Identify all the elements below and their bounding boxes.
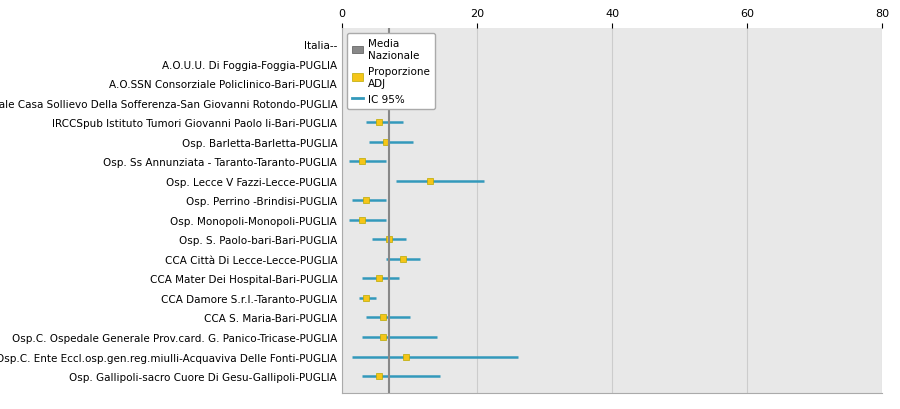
Legend: Media
Nazionale, Proporzione
ADJ, IC 95%: Media Nazionale, Proporzione ADJ, IC 95% xyxy=(347,34,435,110)
